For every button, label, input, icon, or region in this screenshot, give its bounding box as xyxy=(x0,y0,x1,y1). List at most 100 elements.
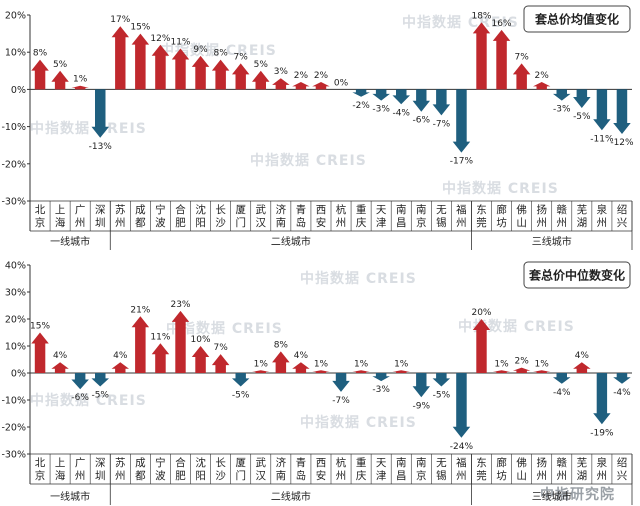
bar-value-label: 15% xyxy=(30,322,50,332)
y-tick-label: -30% xyxy=(1,450,26,461)
bar-value-label: 21% xyxy=(130,305,150,315)
category-label: 绍兴 xyxy=(617,456,628,482)
category-label: 北京 xyxy=(35,204,46,229)
bar-arrow xyxy=(352,370,370,373)
category-label: 南昌 xyxy=(396,203,407,229)
bar-arrow xyxy=(533,82,551,90)
category-label: 扬州 xyxy=(536,203,547,229)
bar-arrow xyxy=(392,370,410,373)
bar-arrow xyxy=(292,82,310,90)
category-label: 合肥 xyxy=(175,203,186,229)
category-label: 济南 xyxy=(276,456,287,482)
category-label: 上海 xyxy=(55,204,66,229)
bar-arrow xyxy=(151,44,170,90)
bar-arrow xyxy=(252,70,270,90)
category-label: 武汉 xyxy=(256,456,267,482)
group-label: 三线城市 xyxy=(532,490,572,503)
bar-value-label: 11% xyxy=(150,332,170,342)
bar-value-label: 7% xyxy=(213,343,228,353)
bar-arrow xyxy=(272,78,290,90)
category-label: 沈阳 xyxy=(195,203,206,229)
chart-title: 套总价均值变化 xyxy=(534,12,619,27)
category-label: 成都 xyxy=(135,204,146,229)
bar-arrow xyxy=(472,22,491,90)
bar-value-label: -5% xyxy=(232,391,250,401)
bar-arrow xyxy=(51,70,69,90)
category-label: 泉州 xyxy=(597,456,608,482)
category-label: 厦门 xyxy=(235,204,246,229)
category-label: 天津 xyxy=(376,204,387,229)
bar-arrow xyxy=(151,343,170,373)
bar-value-label: 5% xyxy=(53,60,68,70)
bar-arrow xyxy=(452,89,471,153)
bar-value-label: 16% xyxy=(492,19,512,29)
bar-arrow xyxy=(131,33,150,90)
category-label: 赣州 xyxy=(557,456,568,482)
category-label: 天津 xyxy=(376,457,387,482)
bar-value-label: -9% xyxy=(413,401,431,411)
category-label: 厦门 xyxy=(235,457,246,482)
bar-arrow xyxy=(432,89,451,116)
bar-arrow xyxy=(211,59,230,90)
bar-value-label: -19% xyxy=(590,428,614,438)
bar-arrow xyxy=(232,63,250,90)
category-label: 长沙 xyxy=(215,204,226,229)
category-label: 长沙 xyxy=(215,457,226,482)
bar-value-label: 17% xyxy=(110,15,130,25)
bar-arrow xyxy=(51,362,69,373)
bar-arrow xyxy=(171,310,190,373)
category-label: 佛山 xyxy=(516,456,527,482)
bar-value-label: 15% xyxy=(130,23,150,33)
bar-arrow xyxy=(171,48,190,90)
category-label: 赣州 xyxy=(557,203,568,229)
category-label: 杭州 xyxy=(336,203,347,229)
category-label: 成都 xyxy=(135,457,146,482)
bar-arrow xyxy=(472,319,491,373)
category-label: 上海 xyxy=(55,457,66,482)
bar-value-label: 2% xyxy=(514,357,529,367)
category-label: 南京 xyxy=(416,203,427,229)
bar-value-label: -6% xyxy=(71,393,89,403)
category-label: 重庆 xyxy=(356,456,367,482)
category-label: 芜湖 xyxy=(577,456,588,482)
bar-arrow xyxy=(191,55,210,90)
category-label: 宁波 xyxy=(155,456,166,482)
category-label: 西安 xyxy=(316,457,327,482)
category-label: 深圳 xyxy=(95,204,106,229)
bar-value-label: 1% xyxy=(314,359,329,369)
category-label: 苏州 xyxy=(115,203,126,229)
bar-value-label: -4% xyxy=(392,108,410,118)
category-label: 西安 xyxy=(316,204,327,229)
bar-arrow xyxy=(211,354,230,373)
bar-arrow xyxy=(593,373,611,425)
bar-value-label: -17% xyxy=(450,157,474,167)
bar-value-label: 3% xyxy=(274,67,289,77)
category-label: 廊坊 xyxy=(496,203,507,229)
bar-arrow xyxy=(573,89,591,108)
category-label: 重庆 xyxy=(356,203,367,229)
group-label: 三线城市 xyxy=(532,235,572,248)
category-label: 济南 xyxy=(276,203,287,229)
bar-value-label: 18% xyxy=(471,11,491,21)
bar-value-label: 5% xyxy=(254,60,269,70)
bar-value-label: 8% xyxy=(274,340,289,350)
bar-arrow xyxy=(91,89,109,138)
bar-value-label: 2% xyxy=(314,71,329,81)
y-tick-label: 30% xyxy=(5,288,26,299)
category-label: 福州 xyxy=(456,203,467,229)
bar-value-label: 1% xyxy=(354,359,369,369)
bar-value-label: 0% xyxy=(334,78,349,88)
bar-arrow xyxy=(111,26,129,90)
bar-value-label: -5% xyxy=(91,391,109,401)
category-label: 合肥 xyxy=(175,456,186,482)
category-label: 廊坊 xyxy=(496,456,507,482)
bar-arrow xyxy=(31,332,49,373)
bar-value-label: 1% xyxy=(535,359,550,369)
category-label: 宁波 xyxy=(155,203,166,229)
bar-value-label: 2% xyxy=(294,71,309,81)
category-label: 泉州 xyxy=(597,203,608,229)
bar-arrow xyxy=(111,362,129,373)
bar-value-label: 8% xyxy=(213,49,228,59)
bar-arrow xyxy=(492,370,511,373)
